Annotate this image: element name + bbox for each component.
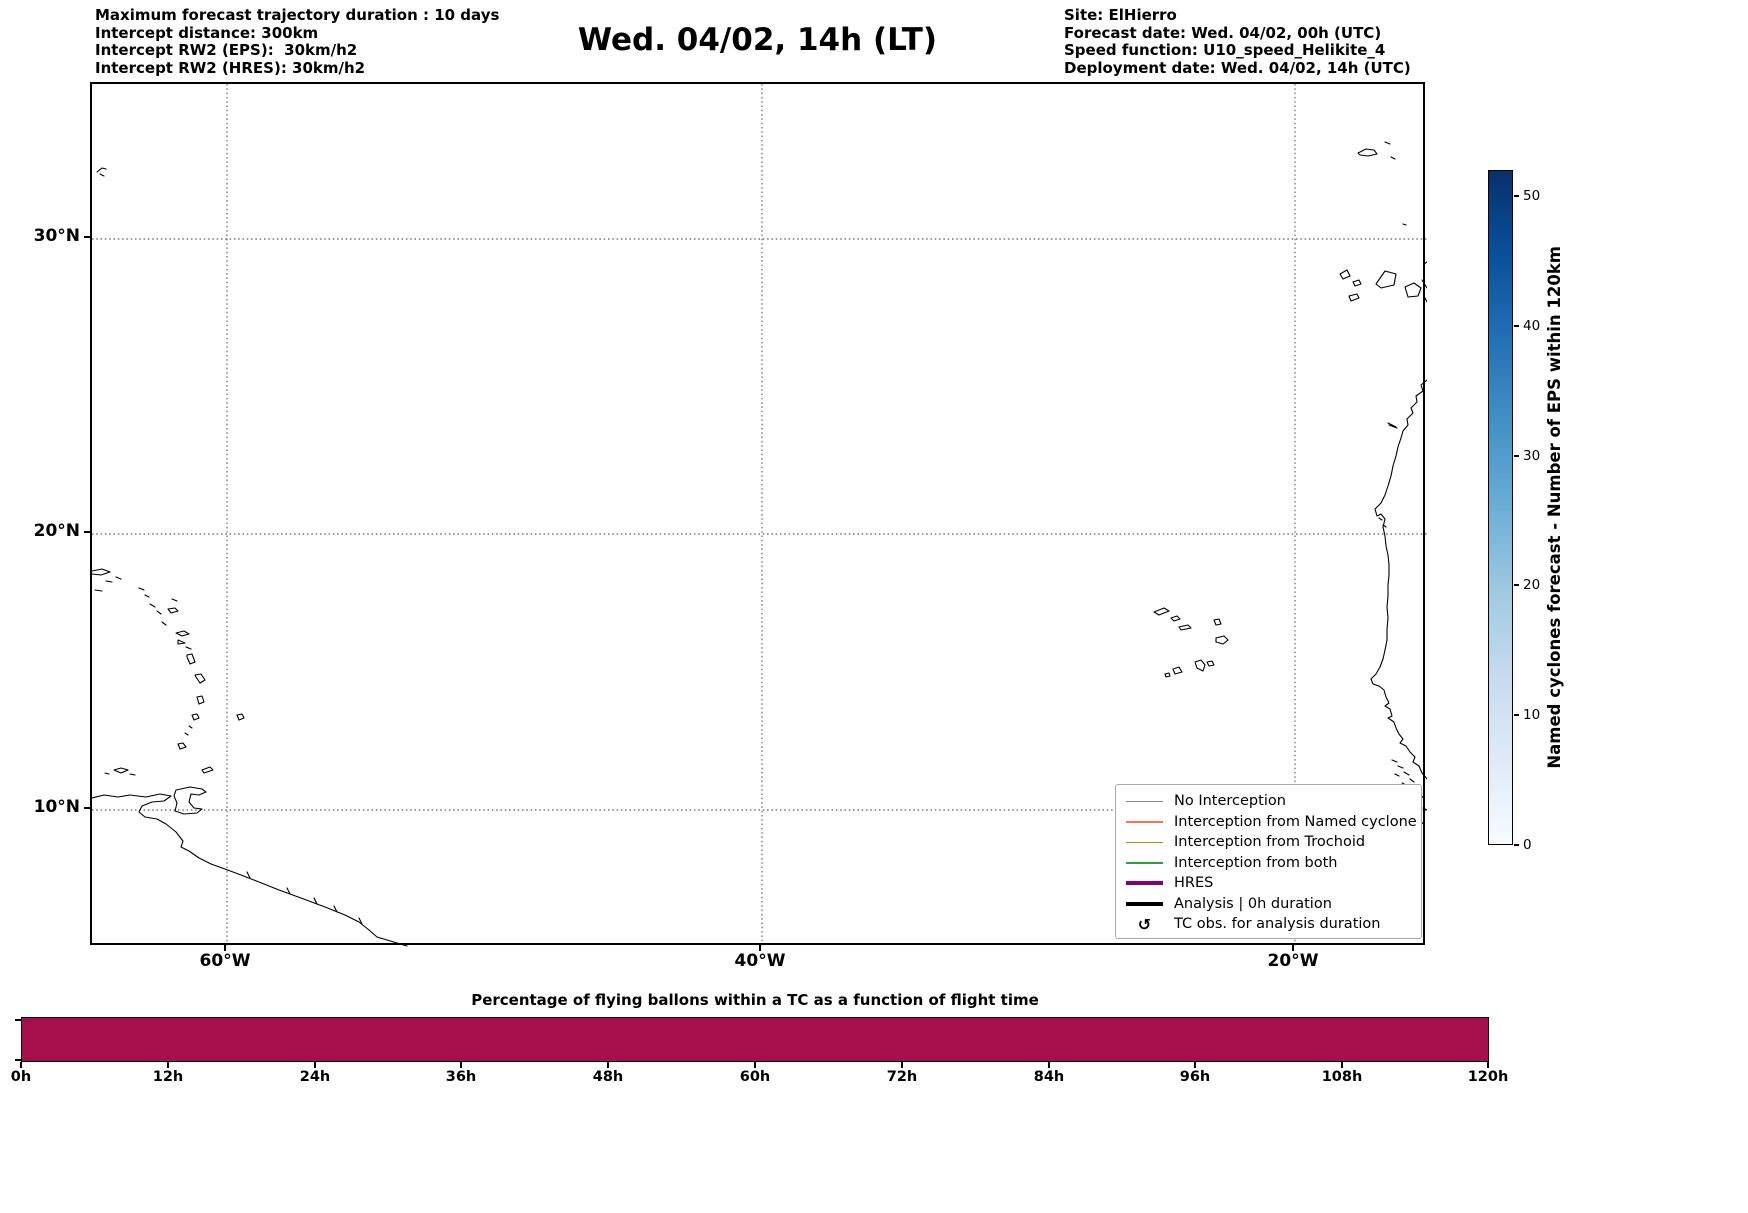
- legend-label: Interception from both: [1174, 854, 1338, 871]
- bottom-tick: [20, 1062, 22, 1068]
- colorbar-ticklabel-20: 20: [1523, 577, 1541, 593]
- site-info-block: Site: ElHierro Forecast date: Wed. 04/02…: [1064, 6, 1411, 77]
- speed-function: Speed function: U10_speed_Helikite_4: [1064, 41, 1386, 59]
- bottom-xtick-0h: 0h: [10, 1069, 32, 1085]
- colorbar-ticklabel-40: 40: [1523, 318, 1541, 334]
- legend-label: Interception from Trochoid: [1174, 834, 1366, 851]
- colorbar-ticklabel-50: 50: [1523, 188, 1541, 204]
- legend-label: Interception from Named cyclone: [1174, 813, 1417, 830]
- bottom-xtick-60h: 60h: [739, 1069, 771, 1085]
- colorbar-tick: [1514, 714, 1519, 716]
- bottom-xtick-72h: 72h: [886, 1069, 918, 1085]
- legend-item-no-interception: No Interception: [1126, 791, 1421, 812]
- legend-label: HRES: [1174, 875, 1214, 892]
- colorbar-gradient: [1488, 170, 1513, 845]
- bottom-tick: [314, 1062, 316, 1068]
- legend-item-analysis: Analysis | 0h duration: [1126, 894, 1421, 915]
- bottom-xtick-84h: 84h: [1033, 1069, 1065, 1085]
- bottom-tick: [754, 1062, 756, 1068]
- coastlines: [92, 141, 1427, 947]
- param-intercept-distance: Intercept distance: 300km: [95, 23, 319, 42]
- map-ytick-20n: 20°N: [33, 521, 80, 541]
- legend-item-both: Interception from both: [1126, 853, 1421, 874]
- legend-label: Analysis | 0h duration: [1174, 895, 1332, 912]
- colorbar-ticklabel-30: 30: [1523, 448, 1541, 464]
- map-tick: [84, 531, 90, 533]
- map-xtick-60w: 60°W: [199, 951, 251, 971]
- deployment-date: Deployment date: Wed. 04/02, 14h (UTC): [1064, 58, 1411, 77]
- bottom-xtick-48h: 48h: [592, 1069, 624, 1085]
- site-name: Site: ElHierro: [1064, 6, 1177, 24]
- bottom-tick: [1341, 1062, 1343, 1068]
- bottom-tick: [460, 1062, 462, 1068]
- legend-line-swatch: [1126, 881, 1163, 886]
- map-tick: [84, 807, 90, 809]
- colorbar-tick: [1514, 844, 1519, 846]
- bottom-tick: [167, 1062, 169, 1068]
- cyclone-icon: ↺: [1137, 914, 1152, 934]
- legend-line-swatch: [1126, 901, 1163, 906]
- legend-line-swatch: [1126, 862, 1163, 864]
- bottom-tick: [607, 1062, 609, 1068]
- colorbar-tick: [1514, 325, 1519, 327]
- legend-item-hres: HRES: [1126, 873, 1421, 894]
- legend-line-swatch: [1126, 821, 1163, 823]
- legend-line-swatch: [1126, 841, 1163, 843]
- colorbar-tick: [1514, 455, 1519, 457]
- flight-time-percentage-bar: [21, 1017, 1489, 1062]
- legend-item-named-cyclone: Interception from Named cyclone: [1126, 812, 1421, 833]
- bottom-xtick-24h: 24h: [299, 1069, 331, 1085]
- bottom-xtick-36h: 36h: [445, 1069, 477, 1085]
- bottom-tick: [1487, 1062, 1489, 1068]
- bottom-xtick-12h: 12h: [152, 1069, 184, 1085]
- map-ytick-10n: 10°N: [33, 797, 80, 817]
- colorbar-tick: [1514, 584, 1519, 586]
- map-tick: [1292, 945, 1294, 951]
- legend-label: No Interception: [1174, 793, 1286, 810]
- bottom-ytick: [15, 1019, 21, 1021]
- figure-title: Wed. 04/02, 14h (LT): [577, 22, 938, 58]
- bottom-xtick-108h: 108h: [1321, 1069, 1363, 1085]
- legend-item-tc-obs: ↺ TC obs. for analysis duration: [1126, 914, 1421, 935]
- bottom-tick: [901, 1062, 903, 1068]
- param-intercept-rw2-hres: Intercept RW2 (HRES): 30km/h2: [95, 58, 366, 77]
- map-tick: [84, 236, 90, 238]
- map-ytick-30n: 30°N: [33, 226, 80, 246]
- colorbar-tick: [1514, 195, 1519, 197]
- forecast-date: Forecast date: Wed. 04/02, 00h (UTC): [1064, 23, 1382, 42]
- bottom-chart-title: Percentage of flying ballons within a TC…: [471, 991, 1039, 1009]
- param-intercept-rw2-eps: Intercept RW2 (EPS): 30km/h2: [95, 41, 358, 59]
- legend-item-trochoid: Interception from Trochoid: [1126, 832, 1421, 853]
- param-max-duration: Maximum forecast trajectory duration : 1…: [95, 6, 500, 24]
- forecast-parameters-block: Maximum forecast trajectory duration : 1…: [95, 6, 500, 77]
- map-panel: No Interception Interception from Named …: [90, 82, 1427, 947]
- legend-label: TC obs. for analysis duration: [1174, 916, 1381, 933]
- bottom-tick: [1194, 1062, 1196, 1068]
- legend-line-swatch: [1126, 800, 1163, 802]
- colorbar-ticklabel-0: 0: [1523, 837, 1532, 853]
- bottom-xtick-120h: 120h: [1467, 1069, 1509, 1085]
- bottom-ytick: [15, 1059, 21, 1061]
- map-tick: [224, 945, 226, 951]
- map-tick: [759, 945, 761, 951]
- map-xtick-20w: 20°W: [1267, 951, 1319, 971]
- bottom-tick: [1048, 1062, 1050, 1068]
- map-legend: No Interception Interception from Named …: [1115, 784, 1422, 939]
- colorbar-axis-label: Named cyclones forecast - Number of EPS …: [1544, 245, 1564, 769]
- map-xtick-40w: 40°W: [734, 951, 786, 971]
- bottom-xtick-96h: 96h: [1179, 1069, 1211, 1085]
- colorbar-ticklabel-10: 10: [1523, 707, 1541, 723]
